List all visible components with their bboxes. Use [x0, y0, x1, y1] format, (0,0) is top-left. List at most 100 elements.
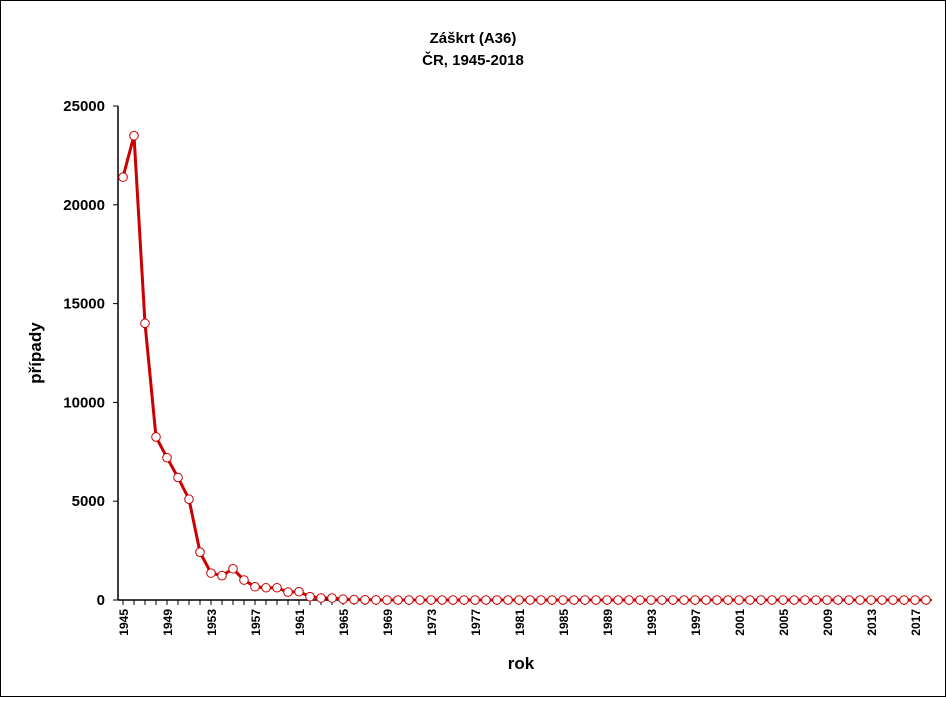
data-point: [327, 593, 337, 603]
data-point: [360, 595, 370, 605]
chart-subtitle: ČR, 1945-2018: [422, 51, 524, 69]
data-point: [789, 595, 799, 605]
data-point: [162, 452, 172, 463]
data-point: [129, 130, 139, 141]
data-point: [217, 570, 227, 581]
data-point: [239, 575, 249, 585]
data-point: [910, 595, 920, 605]
x-tick-label: 1981: [513, 609, 527, 636]
data-point: [800, 595, 810, 605]
data-point: [448, 595, 458, 605]
x-tick-label: 1985: [557, 609, 571, 636]
x-tick-label: 1953: [205, 609, 219, 636]
data-point: [371, 595, 381, 605]
data-point: [151, 432, 161, 442]
data-point: [426, 595, 436, 605]
x-tick-label: 1997: [689, 609, 703, 636]
data-point: [250, 581, 260, 592]
data-point: [690, 595, 700, 605]
data-point: [921, 595, 931, 605]
data-point: [503, 595, 513, 605]
y-tick-label: 20000: [63, 197, 105, 214]
data-point: [437, 595, 447, 605]
data-point: [745, 595, 755, 605]
x-tick-label: 1993: [645, 609, 659, 636]
x-tick-label: 2005: [777, 609, 791, 636]
data-point: [624, 595, 634, 605]
data-point: [888, 595, 898, 605]
data-point: [822, 595, 832, 605]
data-point: [833, 595, 843, 605]
data-point: [712, 595, 722, 605]
data-point: [514, 595, 524, 605]
x-tick-label: 2009: [821, 609, 835, 636]
x-tick-label: 2001: [733, 609, 747, 636]
x-tick-label: 1973: [425, 609, 439, 636]
data-point: [492, 595, 502, 605]
y-tick-label: 25000: [63, 98, 105, 115]
data-point: [613, 595, 623, 605]
data-point: [525, 595, 535, 605]
data-point: [899, 595, 909, 605]
data-point: [778, 595, 788, 605]
x-tick-label: 1977: [469, 609, 483, 636]
data-point: [294, 586, 304, 597]
x-tick-label: 1965: [337, 609, 351, 636]
data-point: [228, 563, 238, 574]
data-point: [657, 595, 667, 605]
data-point: [668, 595, 678, 605]
data-point: [195, 547, 205, 557]
data-point: [679, 595, 689, 605]
x-tick-label: 1961: [293, 609, 307, 636]
data-point: [877, 595, 887, 605]
data-point: [305, 591, 315, 602]
data-point: [580, 595, 590, 605]
data-point: [855, 595, 865, 605]
data-point: [547, 595, 557, 605]
chart-title: Záškrt (A36): [430, 30, 517, 47]
data-point: [415, 595, 425, 605]
data-point: [734, 595, 744, 605]
data-point: [646, 595, 656, 605]
x-tick-label: 1957: [249, 609, 263, 636]
x-tick-label: 1945: [117, 609, 131, 636]
x-tick-label: 1989: [601, 609, 615, 636]
data-point: [316, 593, 326, 603]
data-point: [140, 318, 150, 329]
data-point: [118, 172, 128, 182]
y-tick-label: 15000: [63, 296, 105, 313]
series-line: [121, 135, 926, 602]
data-point: [481, 595, 491, 605]
data-point: [206, 568, 216, 578]
data-point: [184, 494, 194, 505]
data-point: [701, 595, 711, 605]
data-point: [844, 595, 854, 605]
data-point: [272, 582, 282, 593]
data-point: [558, 595, 568, 605]
data-point: [393, 595, 403, 605]
data-point: [338, 594, 348, 605]
data-point: [767, 595, 777, 605]
x-tick-label: 2013: [865, 609, 879, 636]
data-point: [723, 595, 733, 605]
y-tick-label: 0: [97, 592, 105, 609]
data-point: [173, 472, 183, 483]
x-tick-label: 2017: [909, 609, 923, 636]
data-point: [349, 594, 359, 605]
x-tick-label: 1969: [381, 609, 395, 636]
data-point: [756, 595, 766, 605]
data-point: [459, 595, 469, 605]
data-point: [635, 595, 645, 605]
data-point: [470, 595, 480, 605]
data-point: [569, 595, 579, 605]
x-axis-label: rok: [508, 654, 535, 673]
data-point: [283, 587, 293, 597]
x-tick-label: 1949: [161, 609, 175, 636]
data-point: [536, 595, 546, 605]
y-tick-label: 5000: [72, 493, 105, 510]
y-axis-label: případy: [26, 322, 45, 384]
data-point: [591, 595, 601, 605]
data-point: [261, 582, 271, 593]
